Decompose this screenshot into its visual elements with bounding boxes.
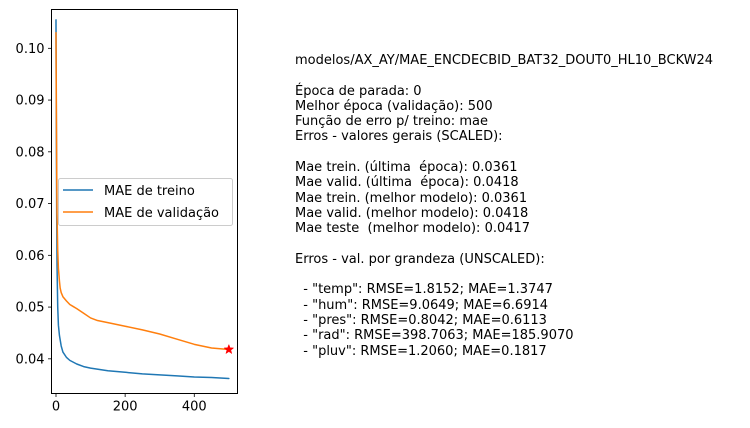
info-line: Época de parada: 0: [295, 83, 422, 99]
info-panel: modelos/AX_AY/MAE_ENCDECBID_BAT32_DOUT0_…: [295, 53, 713, 359]
info-line: Melhor época (validação): 500: [295, 98, 493, 114]
info-line: Mae trein. (última época): 0.0361: [295, 160, 518, 176]
y-tick-label: 0.09: [16, 94, 45, 109]
series-layer: [55, 19, 230, 380]
info-line: modelos/AX_AY/MAE_ENCDECBID_BAT32_DOUT0_…: [295, 53, 714, 68]
legend: MAE de treino MAE de validação: [58, 178, 233, 226]
info-line: Mae valid. (última época): 0.0418: [295, 175, 519, 191]
y-axis: 0.04 0.05 0.06 0.07 0.08 0.09 0.10: [16, 42, 52, 367]
info-line: Erros - val. por grandeza (UNSCALED):: [295, 251, 545, 267]
x-tick-label: 400: [182, 400, 207, 415]
chart-figure: 0 200 400 0.04 0.05 0.06 0.07 0.08 0.09 0.10 MAE…: [16, 9, 238, 415]
info-line: - "rad": RMSE=398.7063; MAE=185.9070: [295, 328, 574, 344]
info-line: - "temp": RMSE=1.8152; MAE=1.3747: [295, 282, 553, 298]
best-epoch-marker: [223, 343, 235, 355]
info-line: [295, 267, 713, 282]
y-tick-label: 0.05: [16, 301, 45, 316]
series-line-0: [55, 19, 230, 380]
info-line: Mae valid. (melhor modelo): 0.0418: [295, 205, 529, 221]
y-tick-label: 0.08: [16, 145, 45, 160]
marker-layer: [223, 343, 235, 355]
info-line: - "hum": RMSE=9.0649; MAE=6.6914: [295, 297, 549, 313]
x-axis: 0 200 400: [52, 393, 207, 415]
x-tick-label: 0: [52, 400, 60, 415]
info-line: [295, 237, 713, 252]
info-line: Função de erro p/ treino: mae: [295, 114, 488, 130]
x-tick-label: 200: [113, 400, 138, 415]
y-tick-label: 0.06: [16, 249, 45, 264]
info-line: Mae teste (melhor modelo): 0.0417: [295, 221, 531, 237]
y-tick-label: 0.10: [16, 42, 45, 57]
series-line-1: [55, 32, 230, 351]
y-tick-label: 0.07: [16, 197, 45, 212]
info-line: [295, 145, 713, 160]
plot-frame: [51, 9, 238, 394]
info-line: Mae trein. (melhor modelo): 0.0361: [295, 190, 528, 206]
info-line: Erros - valores gerais (SCALED):: [295, 129, 503, 145]
legend-box: [58, 178, 233, 226]
info-line: - "pluv": RMSE=1.2060; MAE=0.1817: [295, 343, 547, 359]
info-line: - "pres": RMSE=0.8042; MAE=0.6113: [295, 313, 547, 329]
legend-label-validacao: MAE de validação: [104, 206, 219, 221]
info-line: [295, 68, 713, 83]
legend-label-treino: MAE de treino: [104, 184, 195, 199]
y-tick-label: 0.04: [16, 352, 45, 367]
